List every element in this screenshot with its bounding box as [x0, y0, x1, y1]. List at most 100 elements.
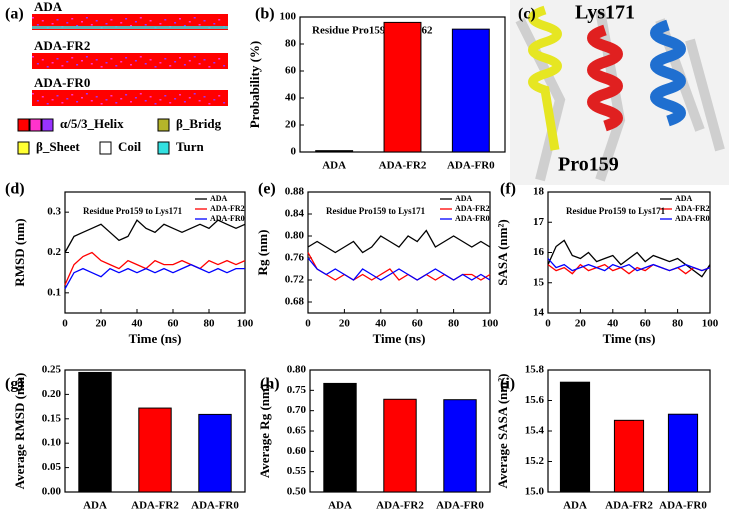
- y-tick-label: 0.25: [42, 364, 62, 376]
- structure-noise: [51, 23, 54, 25]
- structure-noise: [90, 24, 93, 26]
- structure-noise: [41, 59, 44, 61]
- y-tick-label: 0.20: [42, 388, 62, 400]
- structure-noise: [125, 18, 128, 20]
- structure-noise: [61, 102, 64, 104]
- plot-frame: [547, 191, 711, 314]
- structure-noise: [71, 57, 74, 59]
- x-tick-label: ADA-FR0: [659, 500, 707, 512]
- bar: [667, 413, 699, 493]
- bar: [559, 381, 591, 493]
- y-tick-label: 15: [533, 276, 545, 288]
- x-tick-label: ADA: [563, 500, 587, 512]
- panel-label: (b): [255, 6, 275, 23]
- structure-noise: [149, 59, 152, 61]
- y-axis-label: Average SASA (nm²): [495, 374, 510, 489]
- legend-label: ADA-FR0: [210, 214, 245, 223]
- x-tick-label: 0: [305, 318, 311, 330]
- bar: [613, 419, 645, 493]
- structure-noise: [100, 103, 103, 105]
- x-tick-label: ADA: [322, 160, 346, 172]
- legend-swatch: [17, 141, 30, 155]
- structure-noise: [203, 59, 206, 61]
- structure-noise: [139, 56, 142, 58]
- y-tick-label: 0.76: [285, 252, 305, 264]
- structure-noise: [36, 100, 39, 102]
- structure-noise: [61, 65, 64, 67]
- helix-yellow: [528, 5, 562, 151]
- x-tick-label: 60: [640, 318, 652, 330]
- structure-noise: [105, 23, 108, 25]
- legend-swatch: [99, 141, 112, 155]
- legend-swatch: [157, 141, 170, 155]
- y-tick-label: 100: [280, 11, 297, 23]
- bar: [451, 28, 490, 153]
- x-tick-label: ADA-FR2: [376, 500, 424, 512]
- structure-noise: [71, 94, 74, 96]
- x-tick-label: 40: [375, 318, 387, 330]
- structure-noise: [174, 22, 177, 24]
- structure-noise: [76, 64, 79, 66]
- x-tick-label: 80: [204, 318, 216, 330]
- legend-label: ADA: [455, 194, 473, 203]
- legend-label: Turn: [176, 139, 204, 154]
- structure-noise: [193, 93, 196, 95]
- structure-noise: [149, 96, 152, 98]
- bar: [138, 407, 172, 493]
- structure-noise: [164, 95, 167, 97]
- panel-label: (f): [500, 181, 516, 198]
- series-line: [547, 239, 711, 278]
- structure-noise: [110, 19, 113, 21]
- structure-noise: [198, 100, 201, 102]
- legend-label: ADA: [675, 194, 693, 203]
- panel-label: (d): [5, 181, 25, 198]
- series-line: [307, 257, 491, 281]
- structure-noise: [139, 17, 142, 19]
- structure-noise: [110, 58, 113, 60]
- structure-noise: [32, 93, 34, 95]
- bar: [323, 382, 357, 493]
- structure-noise: [110, 95, 113, 97]
- y-tick-label: 40: [285, 92, 297, 104]
- structure-noise: [188, 97, 191, 99]
- y-tick-label: 0.1: [47, 286, 61, 298]
- y-axis-label: Average Rg (nm): [257, 384, 272, 478]
- y-tick-label: 0.75: [287, 384, 307, 396]
- y-tick-label: 0: [291, 146, 297, 158]
- structure-noise: [85, 93, 88, 95]
- y-axis-label: SASA (nm²): [495, 219, 510, 285]
- structure-noise: [125, 94, 128, 96]
- structure-noise: [174, 61, 177, 63]
- legend-swatch: [157, 118, 170, 132]
- y-tick-label: 0.3: [47, 206, 61, 218]
- structure-noise: [193, 17, 196, 19]
- y-axis-label: Rg (nm): [255, 230, 270, 276]
- legend-swatch: [29, 118, 42, 132]
- structure-noise: [105, 62, 108, 64]
- y-tick-label: 0.88: [285, 186, 305, 198]
- structure-noise: [81, 97, 83, 99]
- structure-noise: [134, 60, 137, 62]
- x-tick-label: 80: [448, 318, 460, 330]
- structure-noise: [159, 62, 162, 64]
- structure-noise: [120, 22, 123, 24]
- x-tick-label: ADA: [83, 500, 107, 512]
- y-tick-label: 18: [533, 186, 545, 198]
- structure-noise: [41, 96, 44, 98]
- y-tick-label: 15.4: [525, 425, 545, 437]
- structure-noise: [164, 19, 167, 21]
- y-tick-label: 16: [533, 246, 545, 258]
- y-tick-label: 15.8: [525, 364, 545, 376]
- structure-noise: [95, 59, 98, 61]
- x-axis-label: Time (ns): [373, 331, 426, 346]
- x-tick-label: 100: [237, 318, 254, 330]
- structure-noise: [203, 96, 206, 98]
- legend-swatch: [17, 118, 30, 132]
- series-line: [64, 251, 246, 286]
- structure-noise: [213, 62, 216, 64]
- y-tick-label: 0.70: [287, 404, 307, 416]
- structure-noise: [81, 21, 83, 23]
- y-tick-label: 0.72: [285, 274, 305, 286]
- x-tick-label: ADA-FR2: [605, 500, 653, 512]
- structure-noise: [130, 64, 132, 66]
